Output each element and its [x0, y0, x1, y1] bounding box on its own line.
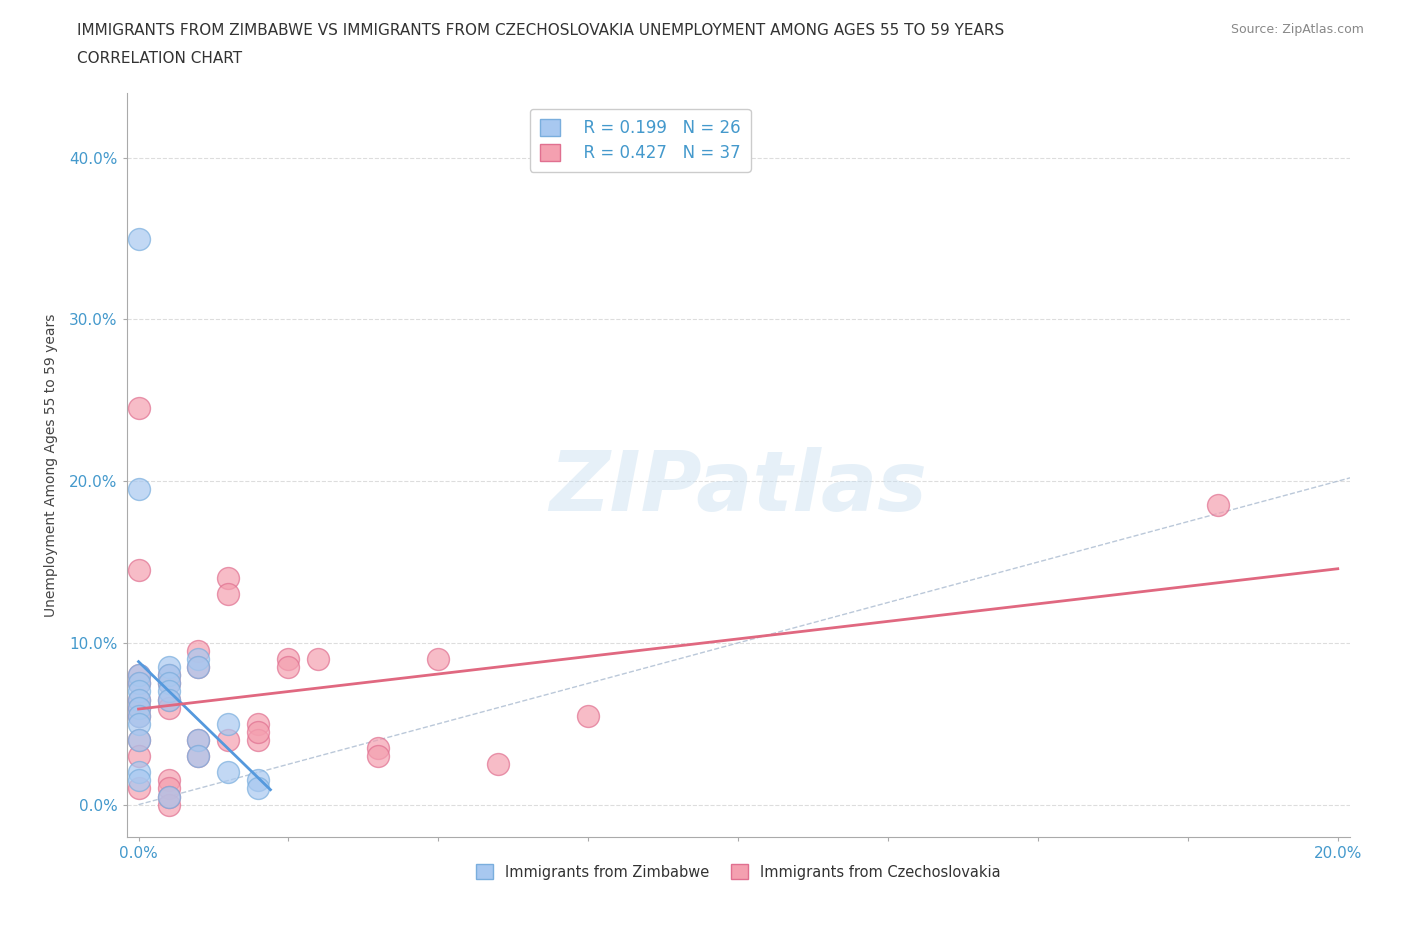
Point — [427, 652, 450, 667]
Text: Source: ZipAtlas.com: Source: ZipAtlas.com — [1230, 23, 1364, 36]
Point — [128, 709, 150, 724]
Point — [128, 773, 150, 788]
Point — [128, 709, 150, 724]
Point — [247, 733, 270, 748]
Text: IMMIGRANTS FROM ZIMBABWE VS IMMIGRANTS FROM CZECHOSLOVAKIA UNEMPLOYMENT AMONG AG: IMMIGRANTS FROM ZIMBABWE VS IMMIGRANTS F… — [77, 23, 1004, 38]
Point — [128, 668, 150, 683]
Point — [247, 773, 270, 788]
Point — [128, 733, 150, 748]
Point — [187, 659, 209, 674]
Point — [157, 692, 180, 707]
Text: ZIPatlas: ZIPatlas — [550, 446, 927, 528]
Point — [277, 652, 299, 667]
Point — [157, 700, 180, 715]
Point — [157, 773, 180, 788]
Point — [157, 659, 180, 674]
Point — [187, 644, 209, 658]
Point — [187, 749, 209, 764]
Point — [576, 709, 599, 724]
Point — [247, 724, 270, 739]
Point — [157, 668, 180, 683]
Point — [157, 676, 180, 691]
Text: CORRELATION CHART: CORRELATION CHART — [77, 51, 242, 66]
Point — [157, 668, 180, 683]
Legend: Immigrants from Zimbabwe, Immigrants from Czechoslovakia: Immigrants from Zimbabwe, Immigrants fro… — [470, 858, 1007, 885]
Point — [367, 749, 389, 764]
Point — [157, 684, 180, 698]
Point — [157, 676, 180, 691]
Y-axis label: Unemployment Among Ages 55 to 59 years: Unemployment Among Ages 55 to 59 years — [44, 313, 58, 617]
Point — [157, 790, 180, 804]
Point — [187, 659, 209, 674]
Point — [217, 587, 239, 602]
Point — [217, 764, 239, 779]
Point — [157, 790, 180, 804]
Point — [128, 676, 150, 691]
Point — [128, 700, 150, 715]
Point — [217, 733, 239, 748]
Point — [187, 652, 209, 667]
Point — [128, 684, 150, 698]
Point — [128, 676, 150, 691]
Point — [157, 692, 180, 707]
Point — [128, 764, 150, 779]
Point — [128, 692, 150, 707]
Point — [128, 700, 150, 715]
Point — [157, 797, 180, 812]
Point — [277, 659, 299, 674]
Point — [187, 733, 209, 748]
Point — [128, 716, 150, 731]
Point — [128, 482, 150, 497]
Point — [128, 749, 150, 764]
Point — [128, 668, 150, 683]
Point — [247, 716, 270, 731]
Point — [187, 733, 209, 748]
Point — [187, 749, 209, 764]
Point — [128, 232, 150, 246]
Point — [247, 781, 270, 796]
Point — [157, 781, 180, 796]
Point — [128, 563, 150, 578]
Point — [128, 692, 150, 707]
Point — [1206, 498, 1229, 512]
Point — [367, 740, 389, 755]
Point — [128, 401, 150, 416]
Point — [486, 757, 509, 772]
Point — [217, 571, 239, 586]
Point — [307, 652, 329, 667]
Point — [217, 716, 239, 731]
Point — [128, 781, 150, 796]
Point — [128, 733, 150, 748]
